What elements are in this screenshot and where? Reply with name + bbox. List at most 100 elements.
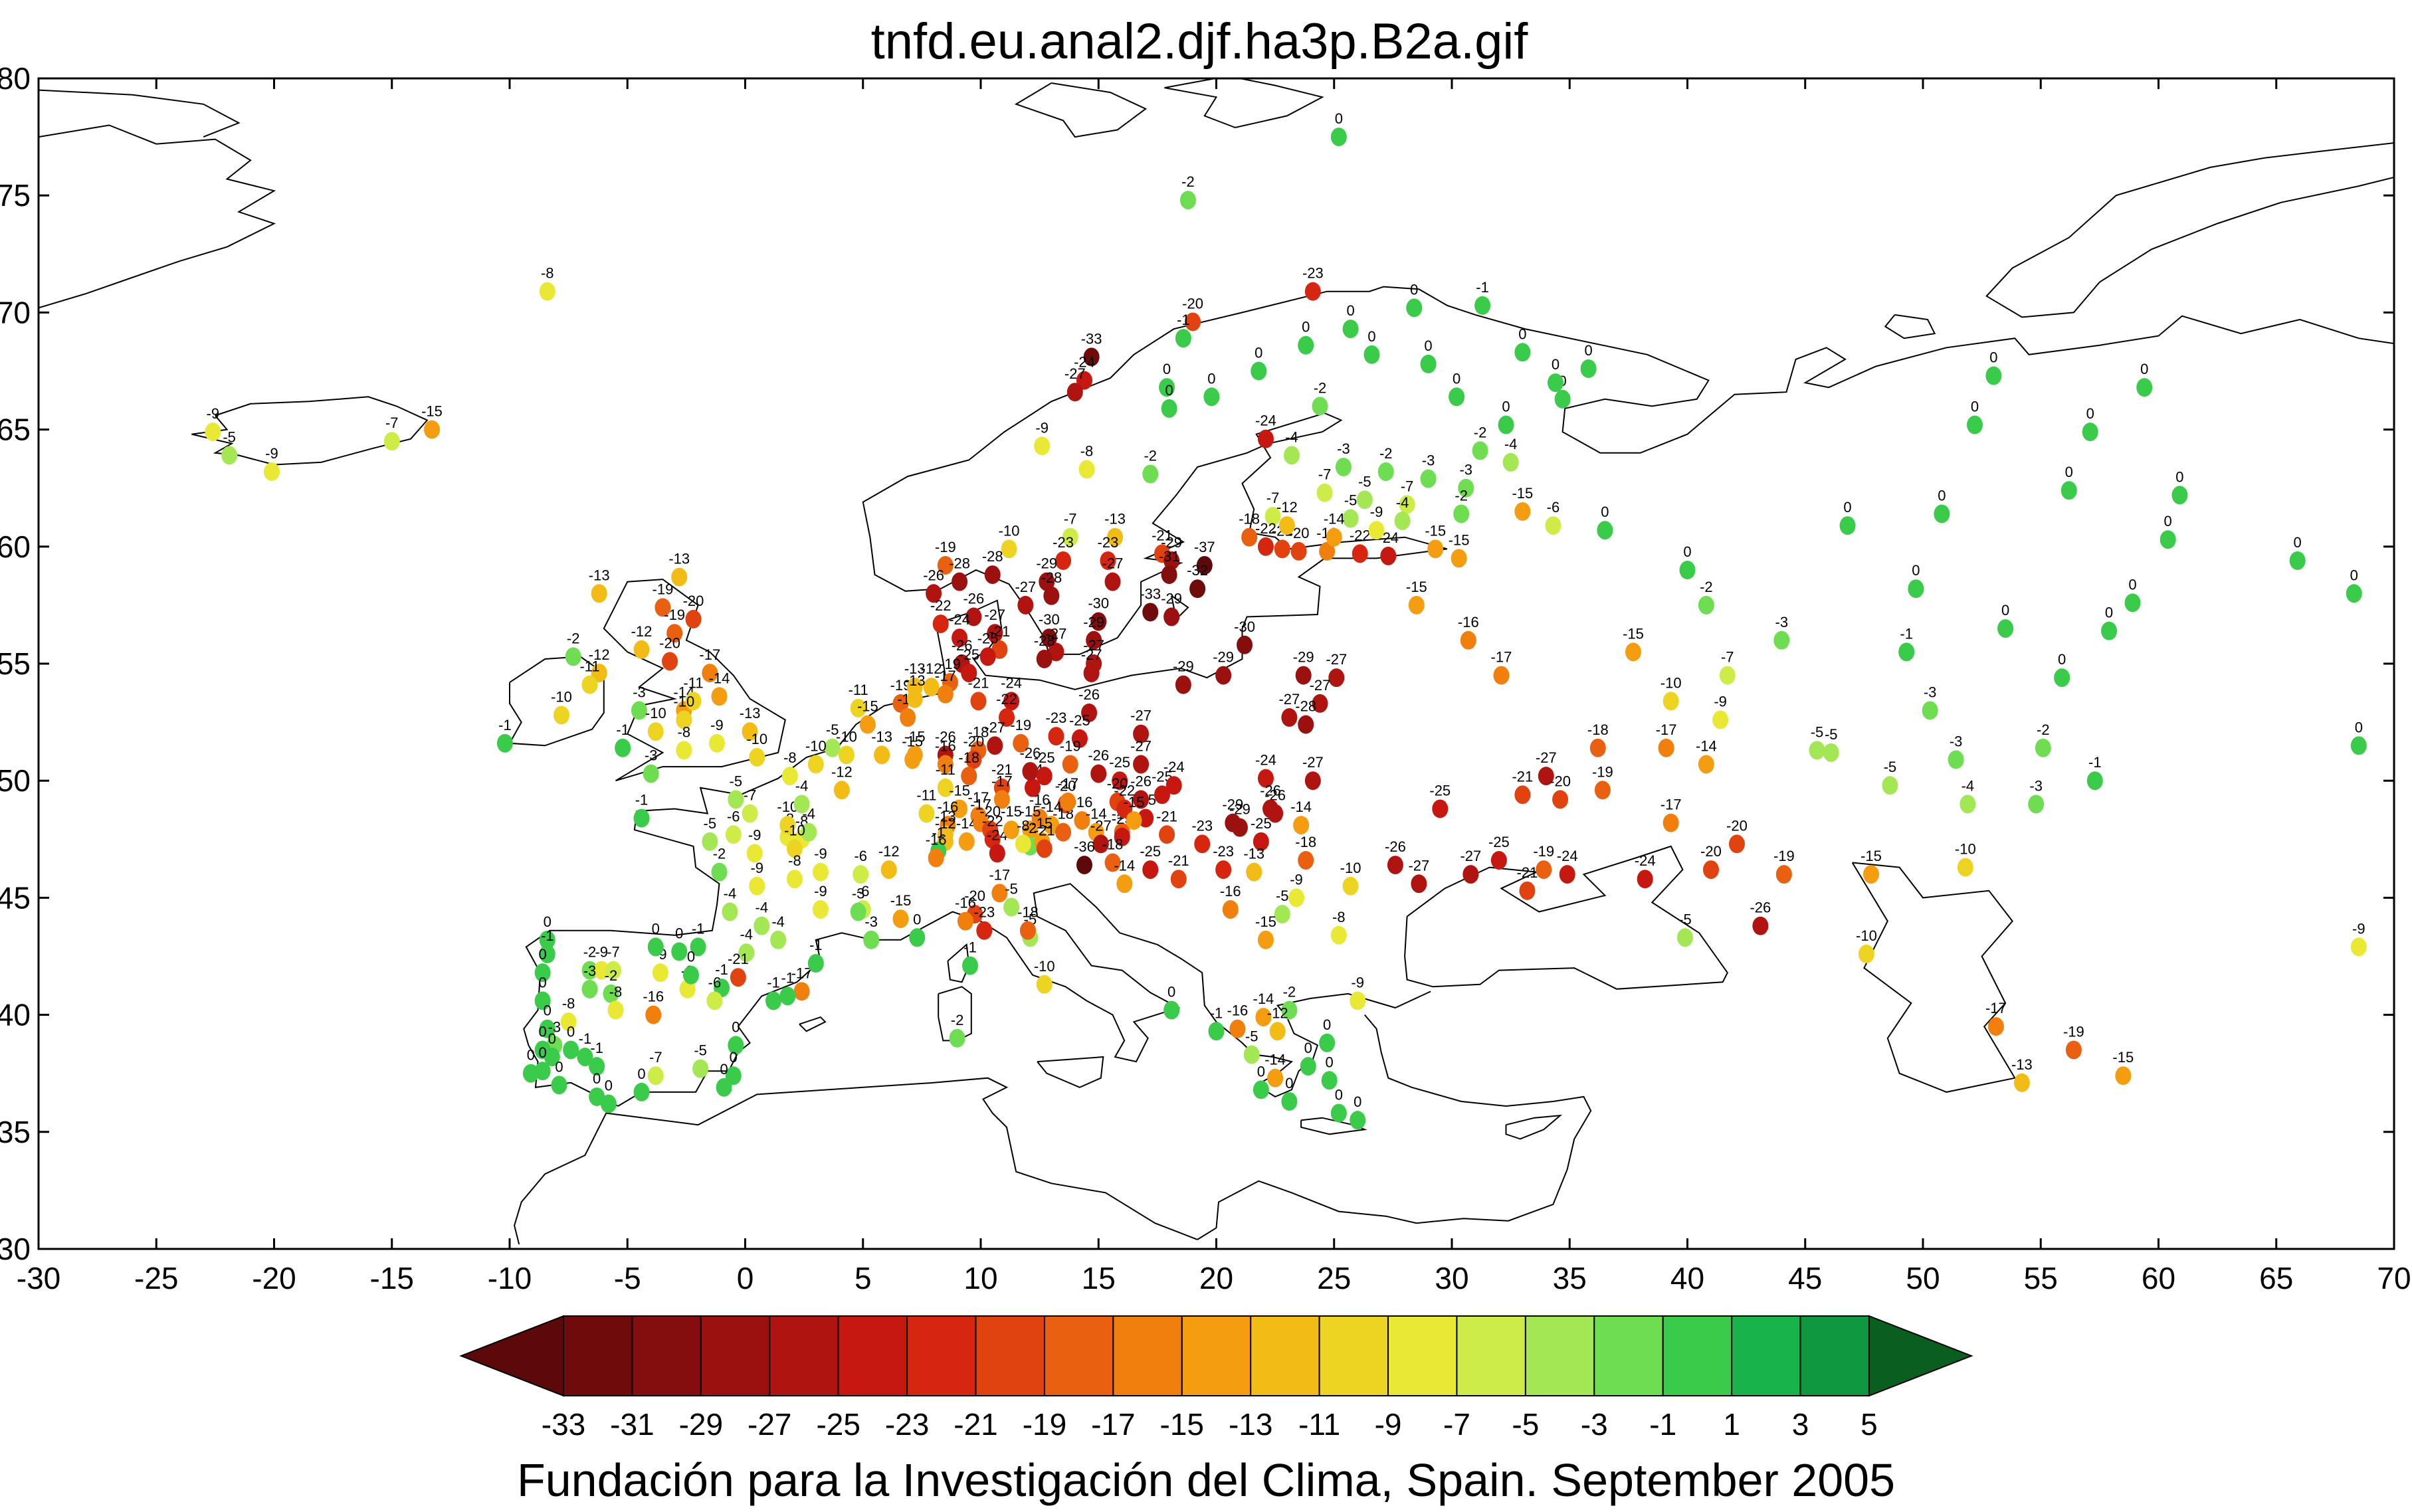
station-dot: [1104, 572, 1121, 591]
station-value-label: -8: [788, 852, 801, 869]
station-dot: [1116, 874, 1133, 894]
station-dot: [1165, 776, 1182, 795]
station-value-label: -5: [826, 721, 839, 738]
station-dot: [591, 584, 607, 603]
station-value-label: 0: [1165, 382, 1173, 399]
station-value-label: -22: [1114, 782, 1135, 799]
station-value-label: -4: [795, 777, 809, 794]
station-dot: [793, 795, 810, 814]
station-dot: [1300, 1057, 1316, 1076]
colorbar-tick-label: -29: [679, 1407, 723, 1442]
colorbar-cell: [563, 1315, 633, 1396]
station-value-label: -21: [1156, 808, 1177, 824]
station-dot: [1283, 446, 1300, 465]
station-value-label: -7: [1318, 466, 1332, 483]
station-value-label: -6: [1547, 499, 1560, 516]
station-dot: [534, 1062, 551, 1081]
station-dot: [1380, 546, 1397, 565]
station-value-label: -3: [633, 684, 646, 700]
station-value-label: -1: [715, 961, 728, 978]
station-dot: [1262, 799, 1279, 818]
station-dot: [1036, 767, 1053, 786]
coastline-path: [1404, 845, 1728, 990]
station-value-label: -15: [890, 892, 912, 909]
station-dot: [1498, 415, 1514, 434]
station-dot: [1086, 630, 1102, 650]
colorbar-tick-label: -19: [1023, 1407, 1066, 1442]
station-dot: [1823, 743, 1839, 762]
coastline-path: [1164, 78, 1324, 129]
station-dot: [1114, 827, 1130, 846]
station-value-label: -27: [1130, 708, 1152, 724]
station-value-label: -17: [968, 789, 989, 806]
station-value-label: -12: [831, 763, 853, 780]
station-value-label: -9: [814, 846, 827, 862]
station-value-label: -22: [1255, 520, 1276, 537]
station-value-label: -13: [871, 728, 892, 745]
station-dot: [1514, 502, 1531, 521]
coastline-path: [523, 286, 2394, 1107]
station-dot: [904, 750, 921, 769]
station-value-label: -17: [1491, 649, 1512, 666]
station-dot: [1281, 708, 1298, 727]
station-value-label: -27: [1130, 738, 1152, 755]
station-value-label: -16: [1029, 792, 1051, 808]
station-dot: [1041, 628, 1057, 648]
x-tick-label: 70: [2377, 1261, 2411, 1295]
station-dot: [1196, 555, 1213, 575]
station-dot: [1003, 820, 1020, 840]
station-value-label: -29: [1173, 658, 1194, 675]
station-value-label: 0: [605, 1078, 613, 1094]
colorbar-tick-label: -15: [1160, 1407, 1204, 1442]
station-value-label: 0: [1410, 281, 1418, 298]
station-value-label: -2: [583, 944, 597, 961]
station-value-label: -26: [1385, 838, 1406, 855]
station-dot: [1597, 521, 1613, 540]
station-dot: [539, 282, 555, 301]
station-dot: [553, 706, 569, 725]
station-dot: [221, 446, 238, 465]
station-value-label: -15: [857, 698, 878, 715]
station-dot: [961, 664, 977, 683]
station-value-label: -5: [1825, 726, 1838, 743]
station-dot: [589, 1087, 605, 1106]
station-dot: [786, 870, 803, 889]
station-dot: [1449, 387, 1465, 407]
station-dot: [722, 902, 738, 921]
station-dot: [1215, 666, 1232, 685]
station-value-label: -10: [805, 738, 827, 755]
station-value-label: -12: [1276, 499, 1298, 516]
y-tick-label: 65: [0, 413, 31, 447]
station-value-label: -26: [1020, 745, 1041, 761]
station-dot: [1267, 1068, 1284, 1087]
station-value-label: -19: [2063, 1023, 2084, 1040]
x-tick-label: -30: [17, 1261, 60, 1295]
station-dot: [1076, 856, 1092, 875]
station-dot: [1312, 694, 1328, 713]
station-dot: [952, 799, 968, 818]
station-dot: [1175, 675, 1191, 694]
station-dot: [2136, 378, 2153, 397]
station-value-label: -9: [1035, 419, 1049, 436]
colorbar-tick-label: 3: [1792, 1407, 1809, 1442]
station-dot: [1288, 888, 1305, 907]
station-value-label: -17: [1985, 1000, 2007, 1016]
station-value-label: -7: [385, 415, 399, 431]
station-dot: [2346, 584, 2362, 603]
station-dot: [1179, 191, 1196, 210]
station-dot: [647, 937, 664, 957]
station-dot: [534, 991, 551, 1010]
station-dot: [1104, 853, 1121, 872]
x-tick-label: -20: [252, 1261, 296, 1295]
station-dot: [1194, 834, 1211, 854]
station-value-label: -28: [949, 555, 970, 572]
station-dot: [742, 804, 758, 823]
station-value-label: -15: [949, 782, 970, 799]
station-dot: [560, 1012, 577, 1032]
station-dot: [424, 420, 441, 439]
station-value-label: -24: [1635, 852, 1656, 869]
station-value-label: 0: [1304, 1040, 1312, 1056]
station-dot: [1090, 612, 1107, 631]
station-dot: [685, 610, 702, 629]
station-dot: [730, 968, 746, 987]
